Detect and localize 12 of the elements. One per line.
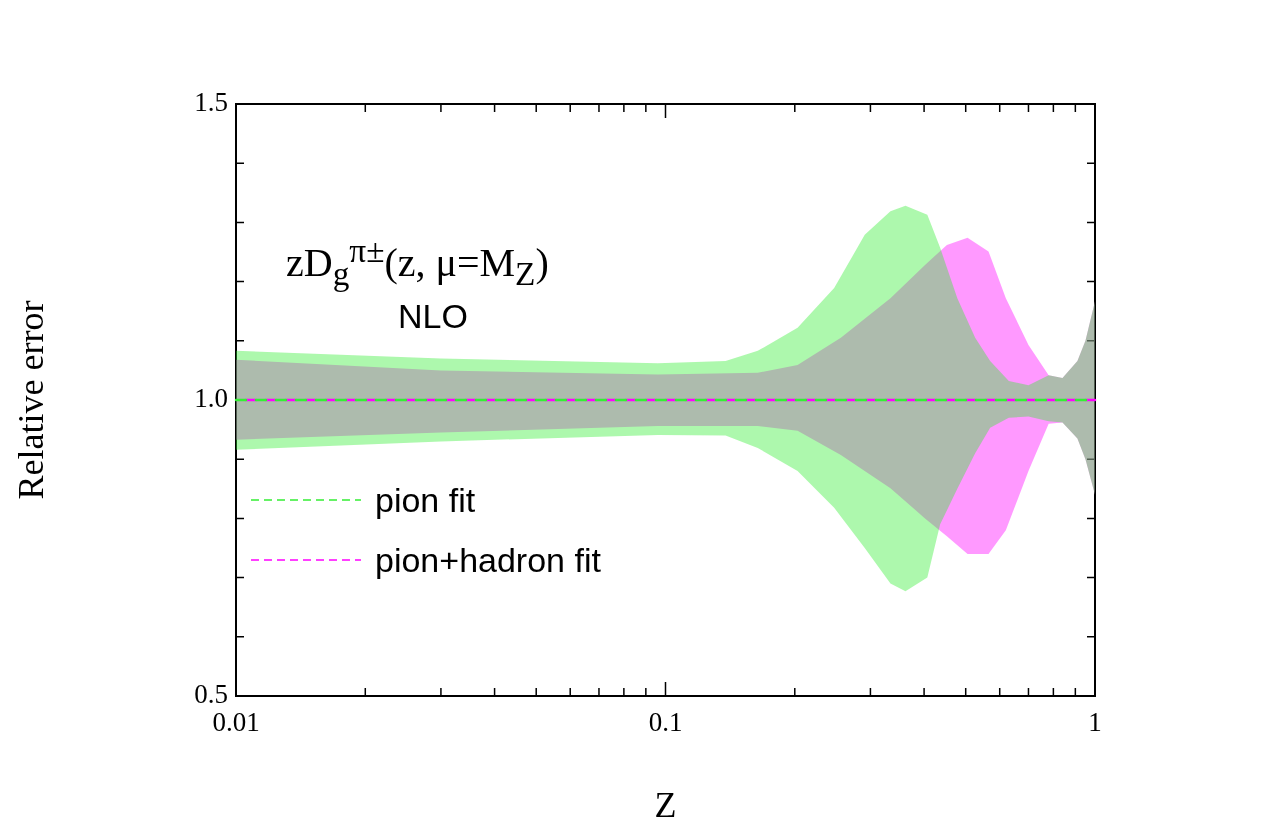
- legend-label: pion fit: [375, 480, 476, 520]
- y-tick-label: 1.0: [194, 383, 228, 414]
- y-axis-title: Relative error: [11, 300, 52, 500]
- x-axis-title: Z: [654, 784, 677, 825]
- y-tick-label: 0.5: [194, 679, 228, 710]
- annotation: zD$_{g}$$^{π±}$(z, μ=M$_{Z}$): [286, 232, 549, 293]
- legend-label: pion+hadron fit: [375, 540, 601, 580]
- annotation: NLO: [398, 297, 468, 335]
- x-tick-label: 1: [1088, 707, 1102, 738]
- x-tick-label: 0.1: [648, 707, 683, 738]
- x-tick-label: 0.01: [212, 707, 260, 738]
- y-tick-label: 1.5: [194, 87, 228, 118]
